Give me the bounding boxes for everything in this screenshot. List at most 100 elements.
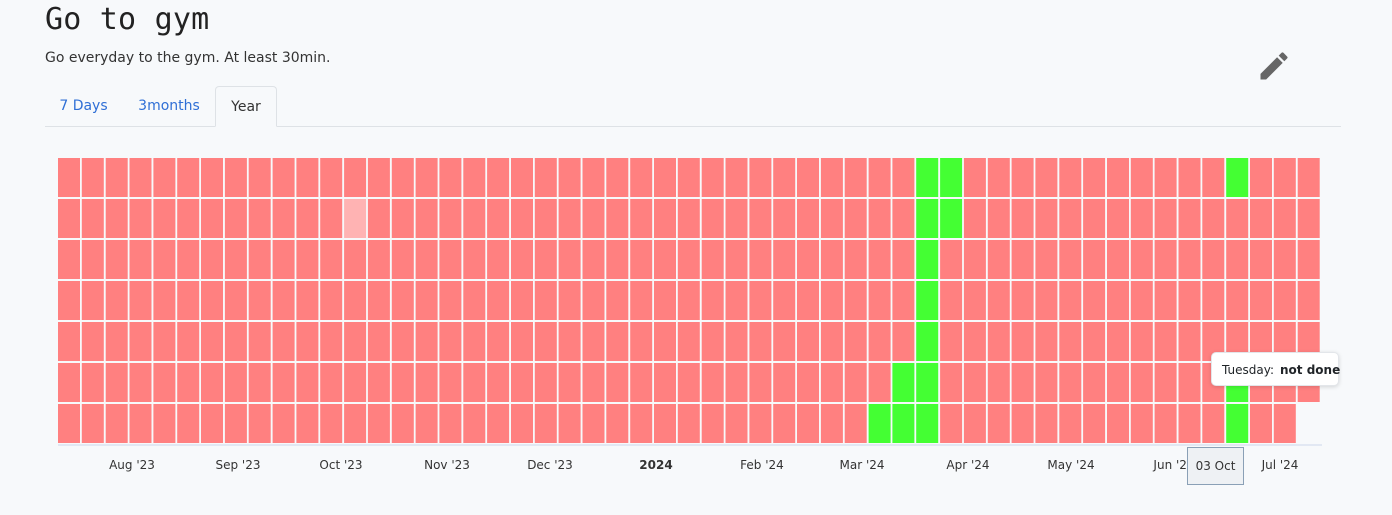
heatmap-cell[interactable] [1130, 281, 1153, 320]
heatmap-cell[interactable] [844, 363, 867, 402]
heatmap-cell[interactable] [630, 199, 653, 238]
heatmap-cell[interactable] [1059, 322, 1082, 361]
heatmap-cell[interactable] [1011, 281, 1034, 320]
heatmap-cell[interactable] [1083, 404, 1106, 443]
heatmap-cell[interactable] [1250, 158, 1272, 197]
heatmap-cell[interactable] [892, 404, 915, 443]
tab-7-days[interactable]: 7 Days [59, 98, 108, 114]
heatmap-cell[interactable] [773, 158, 796, 197]
heatmap-cell[interactable] [296, 322, 319, 361]
heatmap-cell[interactable] [248, 363, 271, 402]
heatmap-cell[interactable] [1178, 363, 1201, 402]
heatmap-cell[interactable] [654, 363, 676, 402]
heatmap-cell[interactable] [725, 404, 748, 443]
heatmap-cell[interactable] [654, 240, 676, 279]
heatmap-cell[interactable] [820, 281, 843, 320]
heatmap-cell[interactable] [916, 240, 939, 279]
heatmap-cell[interactable] [367, 240, 390, 279]
heatmap-cell[interactable] [105, 158, 128, 197]
heatmap-cell[interactable] [272, 404, 295, 443]
heatmap-cell[interactable] [701, 363, 724, 402]
heatmap-cell[interactable] [534, 363, 557, 402]
heatmap-cell[interactable] [224, 404, 247, 443]
heatmap-cell[interactable] [534, 322, 557, 361]
heatmap-cell[interactable] [1154, 240, 1177, 279]
heatmap-cell[interactable] [463, 322, 486, 361]
heatmap-cell[interactable] [1011, 240, 1034, 279]
heatmap-cell[interactable] [439, 240, 462, 279]
heatmap-cell[interactable] [1202, 404, 1225, 443]
heatmap-cell[interactable] [81, 363, 104, 402]
heatmap-cell[interactable] [606, 240, 629, 279]
heatmap-cell[interactable] [105, 281, 128, 320]
heatmap-cell[interactable] [606, 158, 629, 197]
heatmap-cell[interactable] [201, 158, 223, 197]
heatmap-cell[interactable] [511, 322, 533, 361]
heatmap-cell[interactable] [367, 363, 390, 402]
heatmap-cell[interactable] [701, 281, 724, 320]
heatmap-cell[interactable] [367, 281, 390, 320]
heatmap-cell[interactable] [224, 363, 247, 402]
heatmap-cell[interactable] [391, 240, 414, 279]
heatmap-cell[interactable] [749, 158, 772, 197]
heatmap-cell[interactable] [892, 240, 915, 279]
heatmap-cell[interactable] [654, 404, 676, 443]
heatmap-cell[interactable] [320, 363, 343, 402]
heatmap-cell[interactable] [1130, 199, 1153, 238]
heatmap-cell[interactable] [487, 322, 510, 361]
heatmap-cell[interactable] [987, 240, 1010, 279]
heatmap-cell[interactable] [511, 363, 533, 402]
heatmap-cell[interactable] [582, 281, 605, 320]
heatmap-cell[interactable] [1154, 404, 1177, 443]
heatmap-cell[interactable] [868, 322, 891, 361]
heatmap-cell[interactable] [391, 281, 414, 320]
heatmap-cell[interactable] [1035, 281, 1058, 320]
heatmap-cell[interactable] [1107, 199, 1129, 238]
heatmap-cell[interactable] [1202, 322, 1225, 361]
heatmap-cell[interactable] [511, 158, 533, 197]
heatmap-cell[interactable] [797, 240, 819, 279]
heatmap-cell[interactable] [296, 240, 319, 279]
heatmap-cell[interactable] [58, 404, 80, 443]
heatmap-cell[interactable] [1250, 240, 1272, 279]
heatmap-cell[interactable] [963, 240, 986, 279]
heatmap-cell[interactable] [391, 322, 414, 361]
heatmap-cell[interactable] [1250, 199, 1272, 238]
heatmap-cell[interactable] [1107, 158, 1129, 197]
heatmap-cell[interactable] [1059, 158, 1082, 197]
heatmap-cell[interactable] [391, 404, 414, 443]
heatmap-cell[interactable] [224, 281, 247, 320]
heatmap-cell[interactable] [1202, 281, 1225, 320]
heatmap-cell[interactable] [58, 322, 80, 361]
heatmap-cell[interactable] [701, 240, 724, 279]
heatmap-cell[interactable] [296, 199, 319, 238]
heatmap-cell[interactable] [153, 404, 176, 443]
heatmap-cell[interactable] [773, 404, 796, 443]
heatmap-cell[interactable] [534, 281, 557, 320]
heatmap-cell[interactable] [844, 158, 867, 197]
heatmap-cell[interactable] [272, 281, 295, 320]
heatmap-cell[interactable] [797, 322, 819, 361]
heatmap-cell[interactable] [749, 363, 772, 402]
heatmap-cell[interactable] [1011, 322, 1034, 361]
heatmap-cell[interactable] [1226, 199, 1249, 238]
heatmap-cell[interactable] [534, 240, 557, 279]
heatmap-cell[interactable] [654, 322, 676, 361]
heatmap-cell[interactable] [630, 363, 653, 402]
heatmap-cell[interactable] [534, 199, 557, 238]
heatmap-cell[interactable] [797, 363, 819, 402]
heatmap-cell[interactable] [1083, 322, 1106, 361]
heatmap-cell[interactable] [773, 281, 796, 320]
heatmap-cell[interactable] [272, 363, 295, 402]
heatmap-cell[interactable] [439, 199, 462, 238]
heatmap-cell[interactable] [415, 158, 438, 197]
heatmap-cell[interactable] [367, 322, 390, 361]
heatmap-cell[interactable] [677, 404, 700, 443]
heatmap-cell[interactable] [58, 158, 80, 197]
heatmap-cell[interactable] [1035, 404, 1058, 443]
heatmap-cell[interactable] [248, 322, 271, 361]
heatmap-cell[interactable] [749, 281, 772, 320]
heatmap-cell[interactable] [1273, 404, 1296, 443]
heatmap-cell[interactable] [487, 199, 510, 238]
heatmap-cell[interactable] [248, 281, 271, 320]
